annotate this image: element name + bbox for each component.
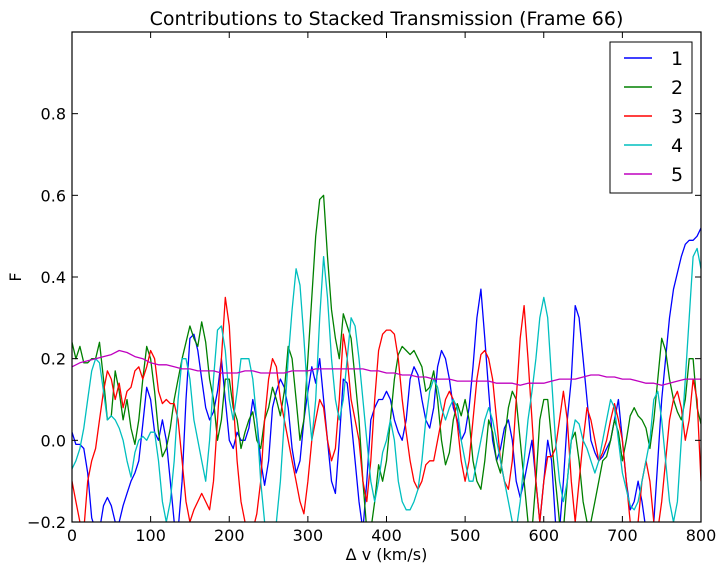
x-tick-label: 700 (607, 526, 638, 545)
y-tick-label: 0.8 (41, 105, 66, 124)
chart-title: Contributions to Stacked Transmission (F… (150, 8, 624, 30)
legend-label-2: 2 (671, 77, 683, 99)
y-tick-label: −0.2 (27, 513, 66, 532)
series-line-5 (72, 349, 701, 386)
x-axis-label: Δ v (km/s) (346, 545, 428, 564)
x-tick-label: 500 (450, 526, 481, 545)
x-tick-label: 600 (528, 526, 559, 545)
y-tick-label: 0.6 (41, 186, 66, 205)
series-layer (72, 194, 701, 522)
y-tick-label: 0.4 (41, 268, 66, 287)
legend-label-3: 3 (671, 106, 683, 128)
y-tick-label: 0.2 (41, 350, 66, 369)
series-line-2 (72, 194, 701, 522)
ticks-layer: 0 100 200 300 400 500 600 700 800 −0.2 0.0 0.2 0.4 0.… (27, 32, 716, 545)
series-line-4 (72, 247, 701, 522)
legend: 1 2 3 4 5 (609, 41, 693, 194)
series-line-1 (72, 227, 701, 522)
legend-label-4: 4 (671, 135, 683, 157)
x-tick-label: 200 (214, 526, 245, 545)
x-tick-label: 800 (686, 526, 717, 545)
x-tick-label: 0 (67, 526, 77, 545)
legend-label-1: 1 (671, 48, 683, 70)
y-tick-label: 0.0 (41, 431, 66, 450)
legend-box (609, 41, 693, 194)
legend-label-5: 5 (671, 164, 683, 186)
x-tick-label: 300 (293, 526, 324, 545)
y-axis-label: F (6, 272, 25, 281)
x-tick-label: 100 (135, 526, 166, 545)
x-tick-label: 400 (371, 526, 402, 545)
